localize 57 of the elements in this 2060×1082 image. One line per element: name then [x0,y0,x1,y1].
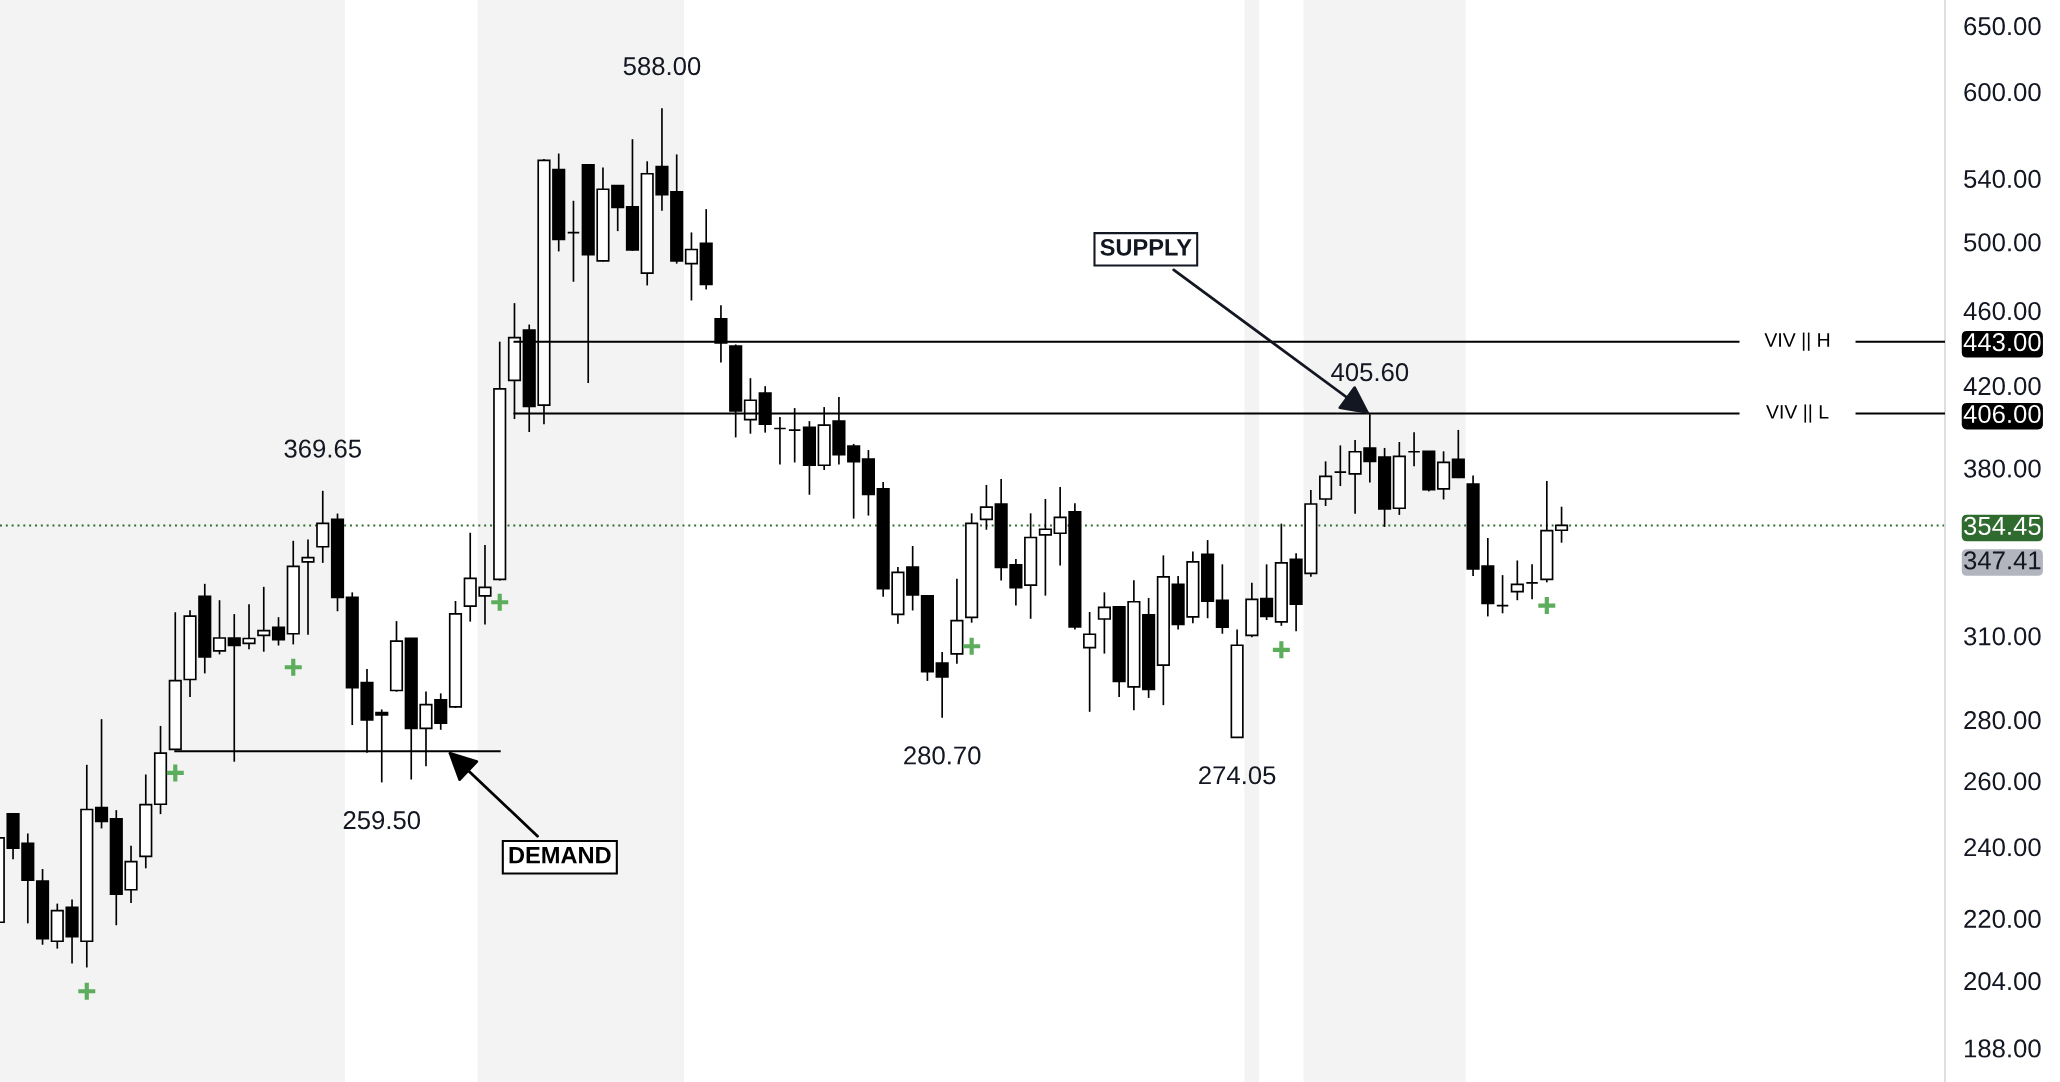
candlestick [1407,431,1421,468]
series-label: VIV || L [1766,404,1829,423]
point [961,635,983,657]
text: DEMAND [509,847,611,864]
y-tick-label: 443.00 [1963,333,2041,352]
candlestick [566,199,581,283]
y-tick-label: 260.00 [1964,772,2041,791]
point [282,656,304,678]
candlestick [1260,563,1274,621]
y-tick-label: 310.00 [1964,627,2041,646]
y-tick-label: 220.00 [1964,909,2041,929]
annotation: SUPPLY [1100,238,1192,256]
y-tick-label: 540.00 [1964,169,2041,189]
y-tick-label: 354.45 [1964,516,2041,535]
candlestick [316,489,330,564]
candlestick [773,416,787,466]
y-tick-label: 240.00 [1964,838,2041,857]
candlestick [1554,505,1569,544]
y-tick-label: 600.00 [1964,83,2041,102]
candlestick [979,484,993,531]
annotation: 369.65 [284,439,361,458]
y-tick-label: 188.00 [1965,1039,2041,1058]
y-tick-label: 280.00 [1964,711,2041,730]
candlestick [94,718,109,830]
annotation: 274.05 [1199,766,1276,785]
point [76,980,98,1002]
candlestick [257,585,271,653]
text: 347.41 [1964,551,2041,570]
candlestick [1510,559,1524,602]
y-tick-label: 204.00 [1964,972,2041,991]
y-tick-label: 650.00 [1964,17,2041,36]
candlestick [1097,591,1111,655]
point [489,591,511,613]
candlestick [1495,574,1510,615]
y-tick-label: 406.00 [1963,404,2041,424]
annotation: 588.00 [623,57,701,76]
candlestick [271,616,286,647]
candlestick [1525,563,1539,601]
annotation: 280.70 [904,746,981,765]
y-tick-label: 380.00 [1964,459,2041,478]
annotation: 405.60 [1331,363,1409,382]
y-tick-label: 500.00 [1964,233,2041,252]
candlestick [1083,611,1097,713]
point [1536,594,1558,617]
point [164,762,186,784]
series-label: VIV || H [1764,332,1830,351]
candlestick [1319,460,1333,507]
point [1270,639,1292,661]
candlestick [301,538,315,636]
candlestick [1451,429,1465,479]
candlestick [1333,444,1347,487]
annotation: 259.50 [343,811,421,830]
candlestick [935,651,949,719]
y-tick-label: 420.00 [1963,376,2041,396]
candlestick [1038,498,1052,597]
candlestick [212,599,227,656]
y-tick-label: 460.00 [1963,302,2041,321]
